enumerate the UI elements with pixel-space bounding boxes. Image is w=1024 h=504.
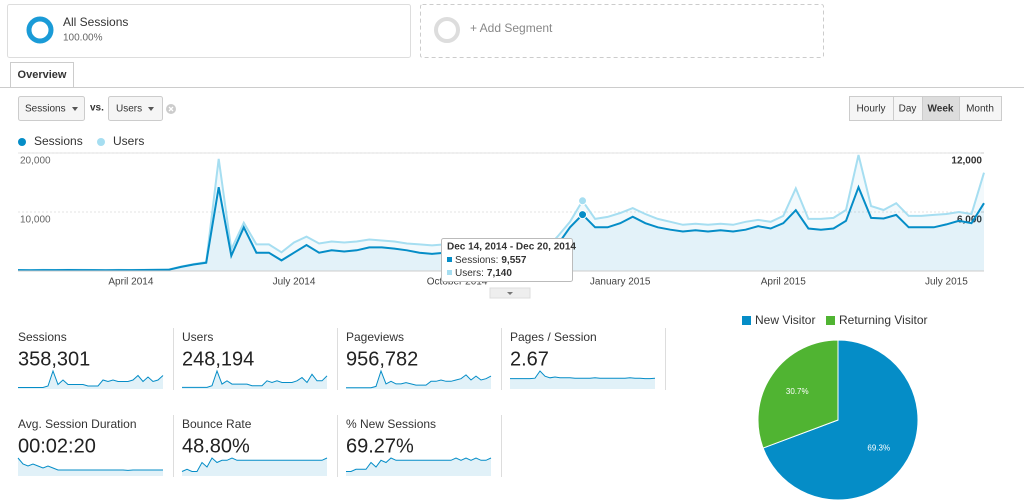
sparkline bbox=[510, 370, 656, 380]
metric-label: Pages / Session bbox=[510, 330, 597, 344]
tooltip-label: Sessions: bbox=[455, 255, 498, 266]
legend-label[interactable]: Sessions bbox=[34, 134, 83, 148]
compare-dropdown[interactable] bbox=[108, 96, 163, 121]
vs-label: vs. bbox=[90, 103, 104, 114]
add-segment[interactable] bbox=[420, 4, 824, 58]
legend-swatch bbox=[18, 138, 26, 146]
x-tick-label: April 2014 bbox=[108, 277, 153, 288]
tab[interactable] bbox=[10, 62, 74, 88]
y2-tick-label: 6,000 bbox=[957, 215, 982, 226]
caret bbox=[148, 107, 154, 111]
metric-label: Bounce Rate bbox=[182, 417, 252, 431]
sparkline-area bbox=[346, 458, 491, 476]
caret bbox=[72, 107, 78, 111]
caret bbox=[507, 292, 513, 295]
button-label: Month bbox=[966, 104, 994, 115]
tooltip-title: Dec 14, 2014 - Dec 20, 2014 bbox=[447, 242, 576, 253]
dropdown-label: Sessions bbox=[25, 104, 66, 115]
sparkline bbox=[182, 369, 328, 388]
pie-label: 30.7% bbox=[786, 387, 809, 396]
y2-tick-label: 12,000 bbox=[951, 156, 982, 167]
sparkline-area bbox=[182, 371, 327, 389]
tab-label: Overview bbox=[18, 69, 67, 81]
sparkline bbox=[181, 457, 328, 472]
clear-icon bbox=[168, 106, 174, 112]
sparkline-area bbox=[346, 371, 491, 389]
metric-value: 48.80% bbox=[182, 435, 250, 457]
hover-point bbox=[578, 210, 588, 220]
metric-label: Avg. Session Duration bbox=[18, 417, 137, 431]
dropdown-label: Users bbox=[116, 104, 142, 115]
button-label: Day bbox=[899, 104, 917, 115]
legend-swatch bbox=[742, 316, 751, 325]
x-tick-label: January 2015 bbox=[590, 277, 651, 288]
granularity-button[interactable] bbox=[849, 96, 894, 121]
sparkline bbox=[17, 457, 163, 471]
pie-slice bbox=[762, 339, 919, 501]
segment-icon bbox=[434, 17, 460, 43]
segment-card[interactable] bbox=[7, 4, 411, 58]
metric-label: Sessions bbox=[18, 330, 67, 344]
metric-value: 2.67 bbox=[510, 348, 549, 370]
tooltip-value: 7,140 bbox=[487, 268, 512, 279]
legend-label: New Visitor bbox=[755, 313, 815, 327]
sparkline bbox=[346, 457, 492, 472]
metric-value: 248,194 bbox=[182, 348, 254, 370]
button-label: Hourly bbox=[857, 104, 886, 115]
granularity-button[interactable] bbox=[922, 96, 960, 121]
segment-icon bbox=[26, 16, 54, 44]
segment-name: All Sessions bbox=[63, 15, 128, 29]
segment-percent: 100.00% bbox=[63, 33, 103, 44]
sparkline bbox=[346, 369, 492, 389]
tooltip bbox=[441, 238, 573, 282]
x-tick-label: July 2015 bbox=[925, 277, 968, 288]
x-tick-label: October 2014 bbox=[427, 277, 488, 288]
legend-label: Returning Visitor bbox=[839, 313, 928, 327]
metric-value: 358,301 bbox=[18, 348, 90, 370]
metric-value: 69.27% bbox=[346, 435, 414, 457]
pie-label: 69.3% bbox=[867, 443, 890, 452]
sparkline-area bbox=[18, 458, 163, 476]
metric-value: 956,782 bbox=[346, 348, 418, 370]
y-tick-label: 20,000 bbox=[20, 156, 51, 167]
legend-swatch bbox=[826, 316, 835, 325]
tooltip-swatch bbox=[447, 270, 452, 275]
sparkline bbox=[18, 369, 164, 388]
granularity-button[interactable] bbox=[959, 96, 1002, 121]
series-area bbox=[18, 187, 984, 271]
tooltip-row: Users: 7,140 bbox=[455, 268, 512, 279]
tooltip-label: Users: bbox=[455, 268, 484, 279]
button-label: Week bbox=[928, 104, 954, 115]
sparkline-area bbox=[182, 458, 327, 476]
legend-label[interactable]: Users bbox=[113, 134, 144, 148]
series-area bbox=[18, 155, 984, 271]
metric-label: % New Sessions bbox=[346, 417, 436, 431]
metric-value: 00:02:20 bbox=[18, 435, 96, 457]
y-tick-label: 10,000 bbox=[20, 215, 51, 226]
tooltip-swatch bbox=[447, 257, 452, 262]
metric-label: Users bbox=[182, 330, 213, 344]
metric-dropdown[interactable] bbox=[18, 96, 85, 121]
tooltip-row: Sessions: 9,557 bbox=[455, 255, 527, 266]
tooltip-value: 9,557 bbox=[501, 255, 526, 266]
hover-point bbox=[578, 196, 588, 206]
add-segment-label: + Add Segment bbox=[470, 21, 553, 35]
x-tick-label: April 2015 bbox=[761, 277, 806, 288]
sparkline-area bbox=[510, 371, 655, 389]
x-tick-label: July 2014 bbox=[273, 277, 316, 288]
legend-swatch bbox=[97, 138, 105, 146]
pie-slice bbox=[757, 339, 839, 449]
metric-label: Pageviews bbox=[346, 330, 404, 344]
